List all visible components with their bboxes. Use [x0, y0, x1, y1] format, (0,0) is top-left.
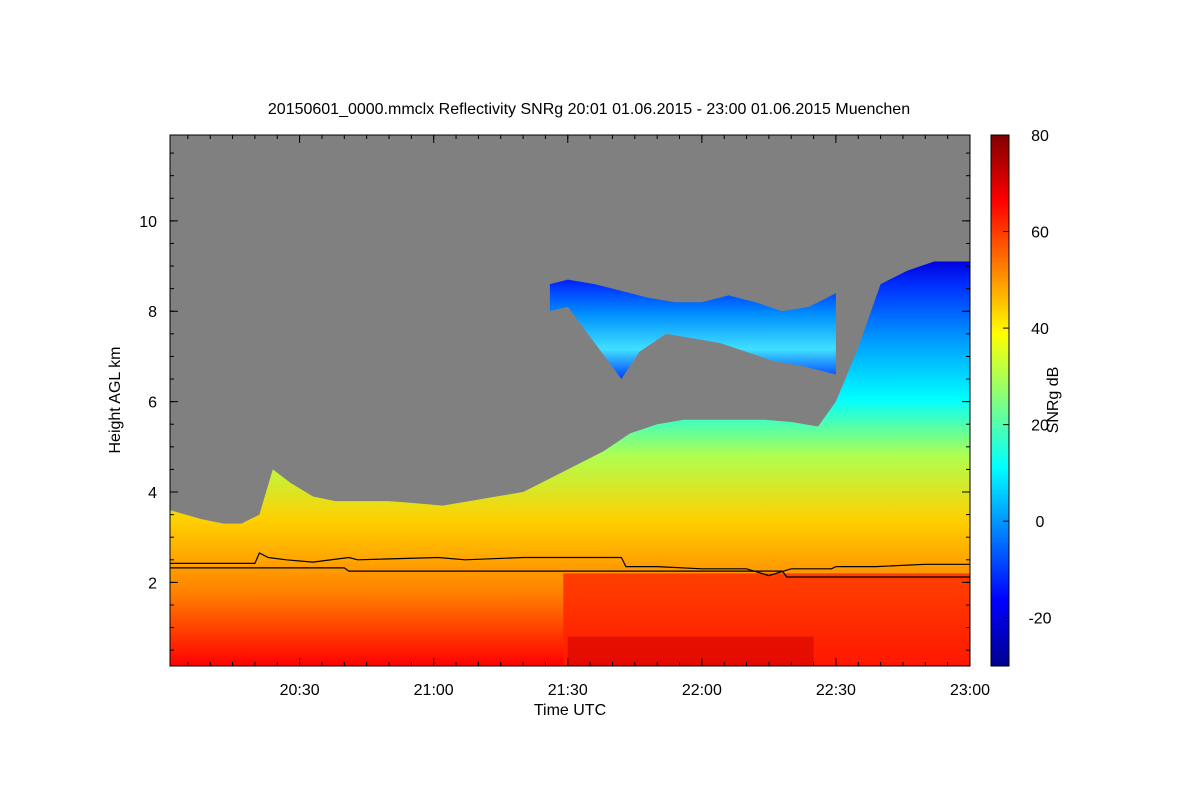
- x-tick-label: 22:30: [816, 682, 856, 699]
- series-line-2: [170, 567, 970, 578]
- strong-echo-peak: [567, 636, 814, 666]
- y-tick-label: 4: [148, 485, 157, 502]
- x-axis: 20:30 21:00 21:30 22:00 22:30 23:00: [187, 135, 990, 699]
- y-axis-label: Height AGL km: [107, 346, 124, 453]
- colorbar-label: SNRg dB: [1045, 367, 1062, 434]
- series-line-1: [170, 552, 970, 577]
- colorbar-gradient: [990, 134, 1010, 667]
- y-axis: 2 4 6 8 10: [139, 152, 970, 651]
- colorbar-ticks: -20 0 20 40 60 80: [1003, 128, 1052, 628]
- plot-frame: [169, 134, 971, 667]
- colorbar-tick-label: 60: [1031, 225, 1049, 242]
- chart-title: 20150601_0000.mmclx Reflectivity SNRg 20…: [268, 101, 910, 118]
- reflectivity-heatmap: [170, 261, 970, 666]
- colorbar-tick-label: 80: [1031, 128, 1049, 145]
- y-tick-label: 10: [139, 214, 157, 231]
- y-tick-label: 8: [148, 304, 157, 321]
- colorbar-tick-label: 0: [1036, 514, 1045, 531]
- x-tick-label: 21:00: [414, 682, 454, 699]
- colorbar-tick-label: 20: [1031, 418, 1049, 435]
- colorbar-tick-label: -20: [1028, 611, 1051, 628]
- y-tick-label: 2: [148, 575, 157, 592]
- boundary-layer-lines: [170, 552, 970, 578]
- x-tick-label: 22:00: [682, 682, 722, 699]
- cloud-region: [170, 261, 970, 666]
- colorbar-tick-label: 40: [1031, 321, 1049, 338]
- x-tick-label: 21:30: [548, 682, 588, 699]
- x-tick-label: 23:00: [950, 682, 990, 699]
- y-tick-label: 6: [148, 395, 157, 412]
- plot-area: [170, 135, 970, 666]
- colorbar: -20 0 20 40 60 80 SNRg dB: [990, 128, 1062, 667]
- upper-cloud-layer: [549, 279, 836, 379]
- x-axis-label: Time UTC: [534, 702, 606, 719]
- x-tick-label: 20:30: [280, 682, 320, 699]
